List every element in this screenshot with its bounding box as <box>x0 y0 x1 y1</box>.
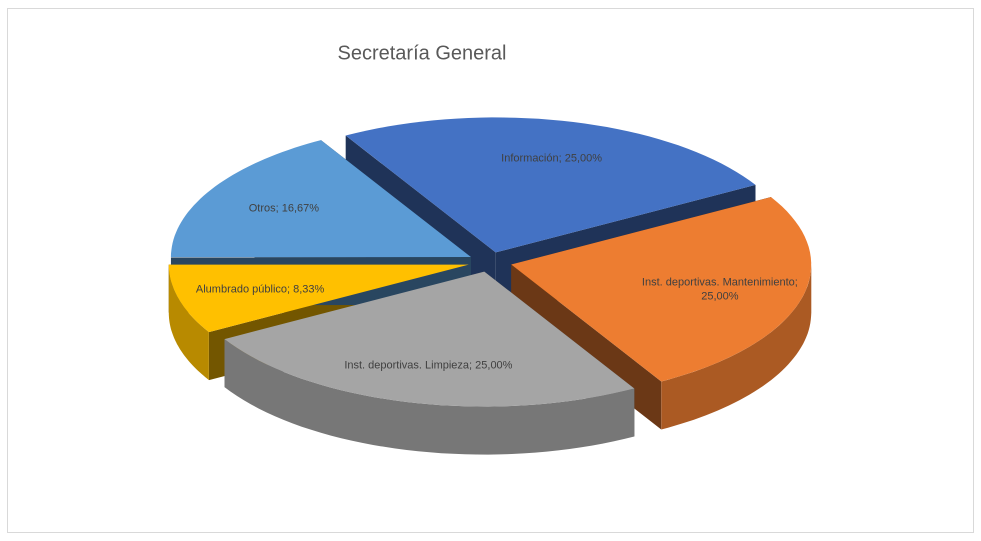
data-label: Información; 25,00% <box>501 152 602 164</box>
pie: Información; 25,00% Inst. deportivas. Man… <box>168 117 812 455</box>
slice-rim <box>661 264 812 430</box>
data-label: Otros; 16,67% <box>249 202 320 214</box>
slice <box>345 117 756 253</box>
slice <box>511 197 812 382</box>
data-label: Inst. deportivas. Mantenimiento; <box>642 277 798 289</box>
slice-rim <box>168 264 209 381</box>
pie-tops <box>168 117 812 407</box>
chart-title: Secretaría General <box>338 42 507 64</box>
slice <box>168 264 469 333</box>
data-label: Inst. deportivas. Limpieza; 25,00% <box>344 359 512 371</box>
slice <box>224 271 635 407</box>
slice <box>170 140 471 258</box>
data-label: 25,00% <box>701 291 739 303</box>
data-label: Alumbrado público; 8,33% <box>196 284 325 296</box>
slice-rim <box>224 339 635 455</box>
